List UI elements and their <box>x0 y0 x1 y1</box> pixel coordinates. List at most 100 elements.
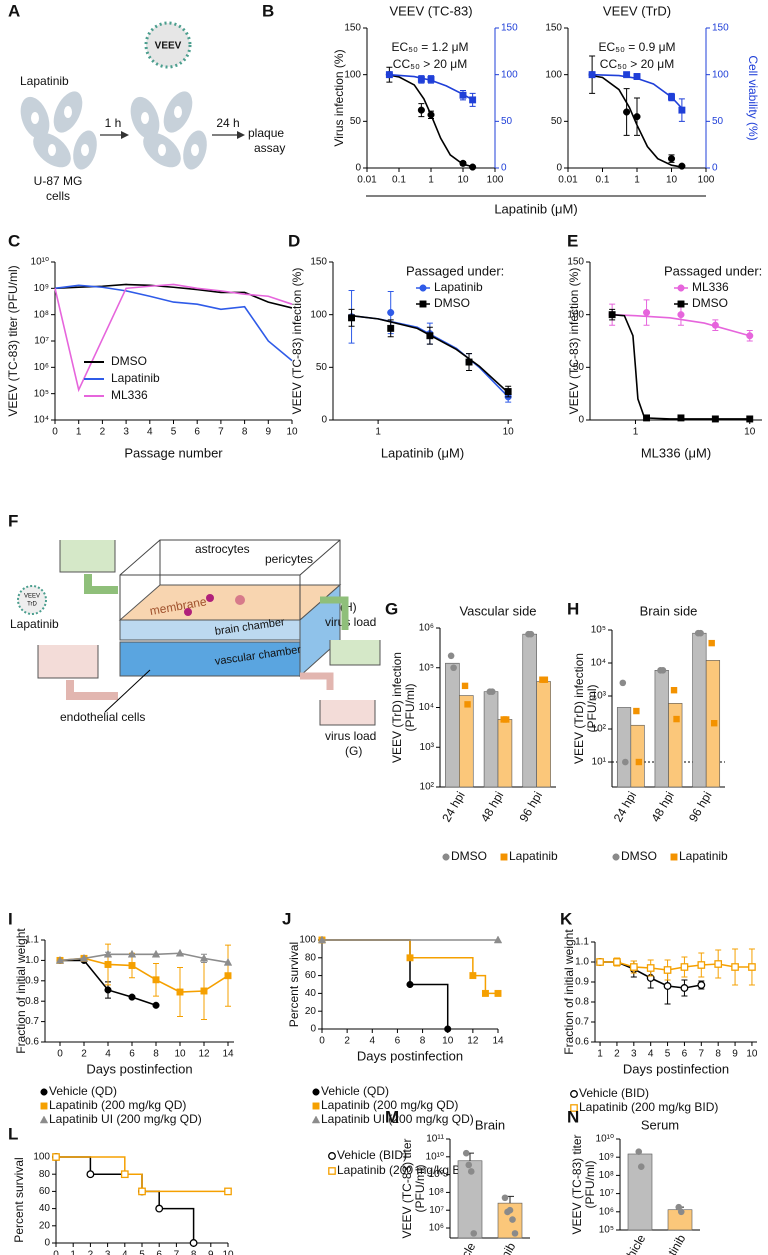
y-tick-label: 100 <box>299 935 316 946</box>
bar <box>497 719 513 788</box>
marker <box>417 106 425 114</box>
x-axis-label: ML336 (μM) <box>641 445 711 460</box>
marker <box>348 314 356 322</box>
marker <box>677 300 685 308</box>
fit-curve <box>389 74 473 168</box>
marker <box>588 71 596 79</box>
marker <box>680 963 689 971</box>
output-label: virus load <box>325 729 376 743</box>
x-tick-label: 10 <box>286 427 298 438</box>
x-tick-label: Lapatinib <box>482 1240 519 1255</box>
legend-label: Lapatinib UI (200 mg/kg QD) <box>49 1112 202 1126</box>
marker <box>447 652 455 660</box>
marker <box>646 964 655 972</box>
marker <box>500 853 508 861</box>
cell-icon <box>206 594 214 602</box>
panel-letter: H <box>567 599 579 618</box>
marker <box>426 332 434 340</box>
y-tick-label: 10⁵ <box>591 625 606 636</box>
panel-letter: G <box>385 599 398 618</box>
y-axis-label: VEEV (TC-83) titer <box>400 1138 414 1238</box>
legend-label: DMSO <box>434 296 470 310</box>
y-tick-label: 150 <box>545 23 562 34</box>
x-axis-label: Days postinfection <box>623 1061 729 1076</box>
y-tick-label: 10⁹ <box>34 283 49 294</box>
y-tick-label: 0 <box>310 1024 316 1035</box>
marker <box>387 309 395 317</box>
x-tick-label: Lapatinib <box>652 1232 689 1255</box>
legend-label: Lapatinib (200 mg/kg QD) <box>49 1098 186 1112</box>
bar <box>483 691 499 788</box>
x-tick-label: 10 <box>746 1049 758 1060</box>
x-tick-label: 100 <box>698 175 715 186</box>
marker <box>494 989 502 997</box>
y2-tick-label: 50 <box>501 116 513 127</box>
marker <box>710 720 718 727</box>
x-tick-label: 48 hpi <box>478 789 506 824</box>
marker <box>328 1167 336 1175</box>
beaker <box>319 700 376 726</box>
flow-arrow <box>66 680 118 700</box>
legend-label: Vehicle (QD) <box>49 1084 117 1098</box>
y-tick-label: 10⁴ <box>34 415 49 426</box>
x-tick-label: 2 <box>100 427 106 438</box>
y2-tick-label: 100 <box>501 69 518 80</box>
y-axis-label: VEEV (TrD) infection <box>390 652 404 763</box>
x-tick-label: 5 <box>139 1250 145 1255</box>
y-axis-label: (PFU/ml) <box>403 684 417 732</box>
marker <box>461 682 469 690</box>
y-axis-label: Percent survival <box>287 942 301 1027</box>
marker <box>663 966 672 974</box>
x-tick-label: 1 <box>375 427 381 438</box>
y-tick-label: 10⁹ <box>429 1169 444 1180</box>
marker <box>667 155 676 163</box>
y-tick-label: 10³ <box>592 691 607 702</box>
x-tick-label: 3 <box>631 1049 637 1060</box>
x-tick-label: 96 hpi <box>686 789 714 824</box>
marker <box>311 1115 321 1124</box>
marker <box>152 976 160 984</box>
marker <box>450 664 457 672</box>
x-tick-label: 4 <box>122 1250 128 1255</box>
cell-icon <box>235 595 245 605</box>
x-tick-label: 10 <box>222 1250 234 1255</box>
marker <box>176 988 184 996</box>
marker <box>469 972 477 980</box>
marker <box>224 1187 232 1196</box>
virus-label: VEEV <box>24 594 40 600</box>
marker <box>501 1194 509 1202</box>
marker <box>387 324 395 332</box>
x-tick-label: 0.1 <box>596 175 610 186</box>
flow-arrow <box>320 596 349 630</box>
x-tick-label: 12 <box>198 1049 210 1060</box>
y-tick-label: 80 <box>39 1169 51 1180</box>
panel-f: F VEEV TrD Lapatinib astrocytes pericyte… <box>8 511 381 758</box>
cells-label: cells <box>46 189 70 203</box>
marker <box>417 75 425 83</box>
y-tick-label: 10⁴ <box>419 702 434 713</box>
y-axis-label: VEEV (TC-83) titer <box>570 1134 584 1234</box>
bar <box>654 670 669 788</box>
survival-line <box>322 939 449 1029</box>
bar <box>630 724 645 788</box>
flow-arrow <box>300 672 334 690</box>
x-tick-label: 1 <box>428 175 434 186</box>
panel-letter: I <box>8 909 13 928</box>
marker <box>442 853 450 861</box>
panel-letter: A <box>8 1 20 20</box>
x-tick-label: 6 <box>682 1049 688 1060</box>
marker <box>152 1001 160 1009</box>
y-tick-label: 10¹¹ <box>426 1134 444 1145</box>
x-tick-label: 14 <box>222 1049 234 1060</box>
y-tick-label: 10⁸ <box>429 1187 444 1198</box>
y-tick-label: 10¹⁰ <box>31 257 49 268</box>
y-tick-label: 100 <box>344 69 361 80</box>
x-tick-label: 4 <box>105 1049 111 1060</box>
y-tick-label: 100 <box>310 309 327 320</box>
marker <box>103 949 113 958</box>
marker <box>406 980 414 989</box>
y-tick-label: 10⁷ <box>34 336 49 347</box>
marker <box>623 108 631 116</box>
